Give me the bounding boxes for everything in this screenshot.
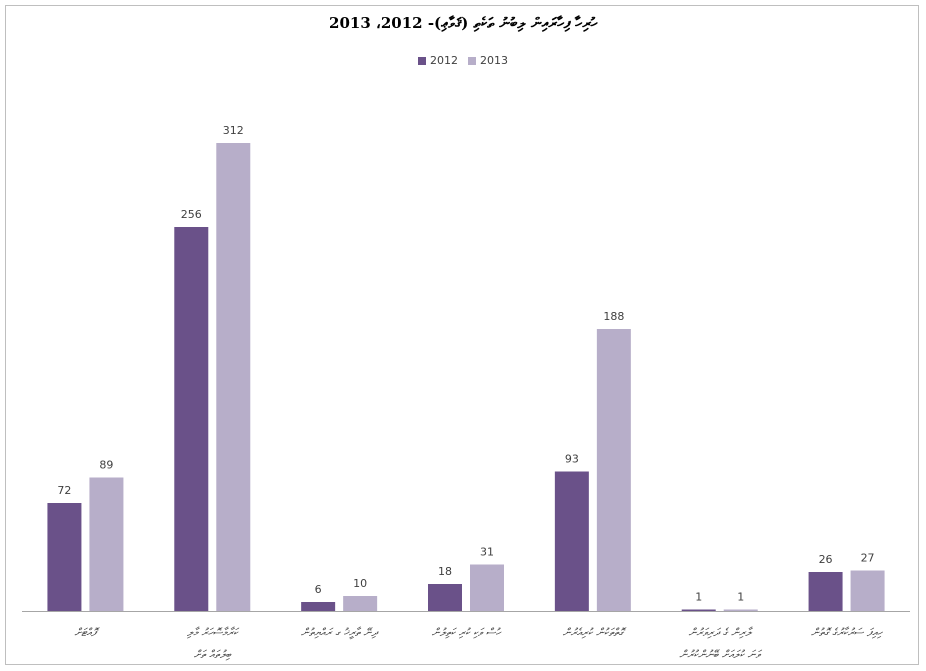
legend-label: 2013 (480, 54, 508, 67)
bar-2013-5 (723, 609, 758, 611)
bar-2013-0 (89, 477, 124, 611)
category-label: ވަނަ ކުލައަށް ބޭނުންކުރުން (679, 648, 763, 661)
data-label: 93 (565, 453, 579, 466)
category-label: ކަރާމާސޮހަރު މާލި (186, 626, 240, 639)
category-label: ދިނޭ ތާރީޚު ގ ރައްޔިތުން (301, 626, 379, 640)
data-label: 10 (353, 577, 367, 590)
chart-legend: 2012 2013 (0, 54, 926, 67)
data-label: 26 (819, 553, 833, 566)
data-label: 18 (438, 565, 452, 578)
chart-title: ހުރިހާ ފިހާރައިން ލިބުނު ތަކެތި (ޤަވާޢި)… (329, 14, 597, 32)
chart-frame (5, 5, 919, 665)
bar-2013-3 (470, 564, 504, 611)
bar-2012-5 (681, 609, 716, 611)
bar-2012-6 (808, 572, 843, 611)
legend-item-2012: 2012 (418, 54, 458, 67)
data-label: 89 (99, 459, 113, 472)
category-label: ލާރިން ގެ ދަރިވަރުން (688, 626, 753, 639)
category-label: ފޮއްޓަށް (74, 626, 100, 639)
data-label: 27 (861, 552, 875, 565)
data-label: 256 (181, 208, 202, 221)
bar-2013-1 (216, 143, 251, 611)
bar-2013-2 (343, 596, 378, 611)
data-label: 188 (603, 310, 624, 323)
data-label: 31 (480, 546, 494, 559)
bar-2012-4 (554, 471, 589, 611)
bar-2013-4 (596, 329, 631, 611)
legend-label: 2012 (430, 54, 458, 67)
category-label: ހިއިފަ ސަރުކާރުގެ ގޮތުން (811, 626, 884, 639)
bar-2012-2 (301, 602, 336, 611)
data-label: 312 (223, 124, 244, 137)
legend-item-2013: 2013 (468, 54, 508, 67)
category-label: ބިލުތައް ތަށް (194, 648, 232, 661)
legend-swatch (468, 56, 476, 65)
bar-2013-6 (850, 570, 885, 611)
data-label: 1 (737, 591, 744, 604)
data-label: 1 (695, 591, 702, 604)
data-label: 72 (57, 484, 71, 497)
category-label: ގޮތްތަކުން ކުރިއެރުން (563, 626, 627, 639)
data-label: 6 (315, 583, 322, 596)
category-label: ހުސް ވަކި ކުރި ކަތިލުން (432, 626, 503, 639)
bar-2012-0 (47, 503, 82, 611)
legend-swatch (418, 56, 426, 65)
bar-2012-1 (174, 227, 209, 611)
bar-2012-3 (428, 584, 462, 611)
